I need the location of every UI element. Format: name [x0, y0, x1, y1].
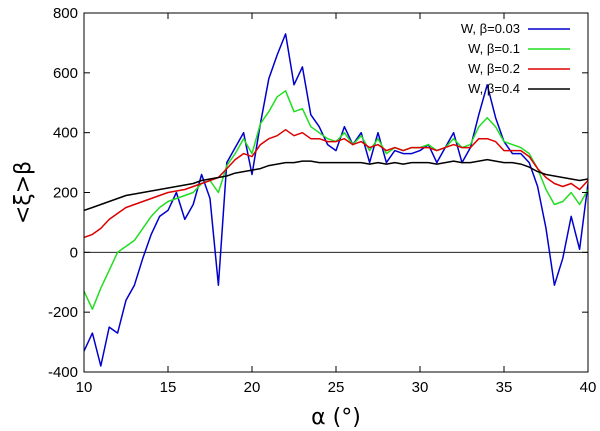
legend-label-3: W, β=0.2: [468, 61, 520, 76]
x-tick-label: 15: [160, 379, 177, 396]
y-tick-label: 0: [70, 244, 78, 261]
series-line-4: [84, 158, 588, 212]
y-tick-label: 200: [53, 185, 78, 202]
series-layer: [84, 33, 588, 367]
y-tick-label: 600: [53, 65, 78, 82]
x-tick-label: 25: [328, 379, 345, 396]
y-axis-label: <ξ>β: [11, 161, 36, 224]
legend-label-1: W, β=0.03: [461, 21, 520, 36]
ticks-layer: 10 15 20 25 30 35 40 -400 -200 0 200 400 600 800: [48, 5, 596, 396]
x-tick-label: 10: [76, 379, 93, 396]
x-tick-label: 30: [412, 379, 429, 396]
y-tick-label: -200: [48, 304, 78, 321]
legend-label-4: W, β=0.4: [468, 81, 520, 96]
x-tick-label: 35: [496, 379, 513, 396]
legend-label-2: W, β=0.1: [468, 41, 520, 56]
x-axis-label: α (°): [311, 405, 361, 430]
x-tick-label: 20: [244, 379, 261, 396]
y-tick-label: -400: [48, 364, 78, 381]
series-line-3: [84, 128, 588, 239]
y-tick-label: 400: [53, 125, 78, 142]
legend: W, β=0.03 W, β=0.1 W, β=0.2 W, β=0.4: [461, 21, 570, 96]
x-tick-label: 40: [580, 379, 597, 396]
y-tick-label: 800: [53, 5, 78, 22]
